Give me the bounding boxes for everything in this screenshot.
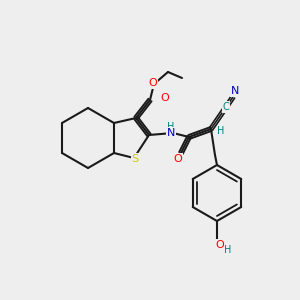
Text: S: S <box>131 154 139 164</box>
Text: O: O <box>174 154 182 164</box>
Text: O: O <box>160 93 169 103</box>
Text: N: N <box>231 86 239 96</box>
Text: O: O <box>148 78 158 88</box>
Text: N: N <box>167 128 175 138</box>
Text: H: H <box>224 245 232 255</box>
Text: O: O <box>216 240 224 250</box>
Text: C: C <box>223 102 230 112</box>
Text: H: H <box>167 122 175 132</box>
Text: H: H <box>217 126 225 136</box>
